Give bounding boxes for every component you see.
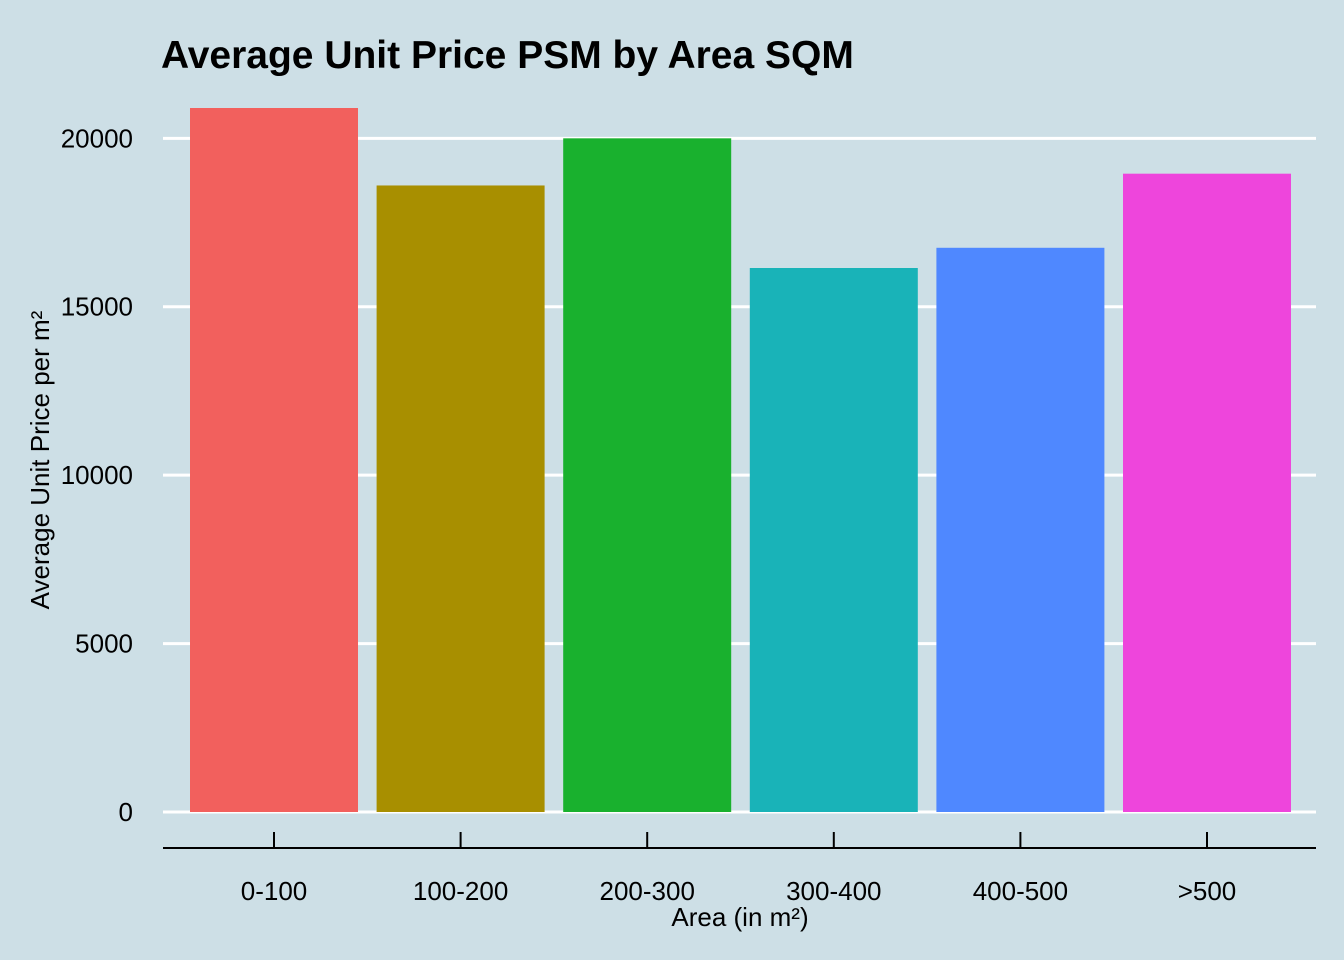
x-tick-label: 0-100 bbox=[241, 876, 308, 906]
y-tick-label: 15000 bbox=[61, 292, 133, 322]
bar bbox=[563, 138, 732, 812]
x-tick-label: >500 bbox=[1178, 876, 1237, 906]
bars bbox=[190, 108, 1291, 812]
chart-title: Average Unit Price PSM by Area SQM bbox=[161, 34, 854, 77]
x-tick-label: 200-300 bbox=[599, 876, 694, 906]
x-tick-label: 300-400 bbox=[786, 876, 881, 906]
x-tick-label: 100-200 bbox=[413, 876, 508, 906]
y-tick-label: 0 bbox=[119, 797, 133, 827]
x-axis-ticks: 0-100 100-200 200-300 300-400 400-500 >500 bbox=[241, 832, 1237, 906]
y-tick-label: 10000 bbox=[61, 460, 133, 490]
y-axis-ticks: 0 5000 10000 15000 20000 bbox=[61, 123, 133, 827]
y-axis-title: Average Unit Price per m² bbox=[25, 310, 55, 609]
x-axis-title: Area (in m²) bbox=[671, 902, 808, 932]
x-tick-label: 400-500 bbox=[973, 876, 1068, 906]
bar bbox=[376, 185, 545, 812]
bar bbox=[1123, 173, 1291, 812]
bar bbox=[749, 268, 918, 812]
y-tick-label: 20000 bbox=[61, 123, 133, 153]
bar bbox=[936, 247, 1105, 812]
y-tick-label: 5000 bbox=[75, 629, 133, 659]
bar bbox=[190, 108, 358, 812]
